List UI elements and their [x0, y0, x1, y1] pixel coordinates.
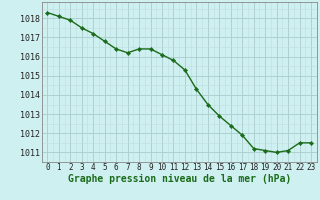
- X-axis label: Graphe pression niveau de la mer (hPa): Graphe pression niveau de la mer (hPa): [68, 174, 291, 184]
